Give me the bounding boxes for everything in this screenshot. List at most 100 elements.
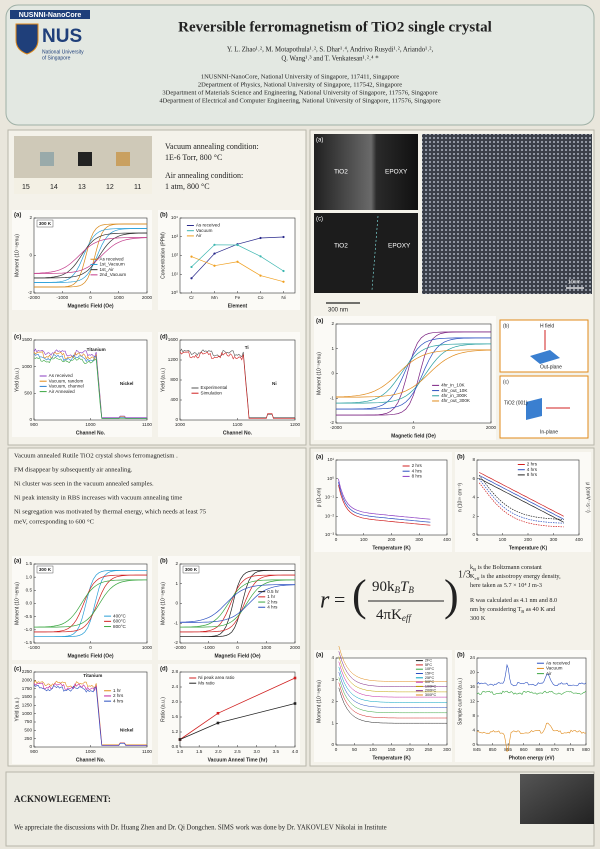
trace — [34, 237, 148, 274]
x-tick-label: 100 — [499, 537, 507, 542]
x-tick-label: 2000 — [290, 645, 301, 650]
y-tick-label: 1.5 — [26, 561, 33, 566]
equation: r = ( ) 90kBTB 4πKeff 1/3 — [320, 569, 471, 623]
annotation: Titanium — [83, 673, 102, 678]
y-tick-label: 2250 — [22, 669, 33, 674]
y-tick-label: 0 — [331, 742, 334, 747]
y-tick-label: 1.6 — [172, 714, 179, 719]
y-tick-label: 800 — [170, 377, 178, 382]
finding-text: Vacuum annealed Rutile TiO2 crystal show… — [14, 453, 178, 460]
slab — [526, 398, 542, 420]
x-tick-label: -2000 — [174, 645, 186, 650]
y-tick-label: -2 — [330, 420, 335, 425]
x-axis-label: Magnetic field (Oe) — [391, 433, 436, 439]
y-tick-label: 10⁻² — [325, 513, 335, 518]
y-tick-label: 10⁰ — [327, 476, 334, 481]
trace — [33, 348, 147, 418]
y-tick-label: 1600 — [168, 337, 179, 342]
plot-frame — [179, 339, 296, 421]
y-tick-label: 8 — [472, 713, 475, 718]
legend-label: 5FC — [425, 663, 432, 667]
tem-label: EPOXY — [388, 243, 411, 250]
y-axis-label: Moment (10⁻⁵emu) — [316, 680, 322, 723]
eq-part: 4πK — [376, 607, 402, 623]
trace — [34, 569, 147, 638]
plot: (a) Moment (10⁻⁵emu) Temperature (K) 0 50 100… — [314, 645, 452, 762]
x-tick-label: 0 — [236, 645, 239, 650]
plot-frame — [179, 563, 296, 644]
plot: (d) Ratio (a.u.) Vacuum Anneal Time (hr) 1.… — [158, 664, 300, 764]
legend-label: As received — [546, 660, 570, 665]
trace — [338, 672, 447, 708]
marker — [216, 711, 220, 715]
legend-label: 2 hrs — [267, 599, 278, 604]
trace — [336, 343, 491, 404]
note-part: R was calculated as 4.1 nm and 8.0 — [470, 597, 557, 604]
x-tick-label: 2000 — [142, 295, 153, 300]
y-tick-label: 16 — [470, 684, 476, 689]
panel-label: (c) — [14, 335, 21, 341]
y-tick-label: 10⁴ — [171, 215, 178, 220]
marker — [293, 676, 297, 680]
trace — [34, 579, 147, 628]
x-tick-label: 870 — [551, 747, 559, 752]
trace — [335, 349, 491, 398]
y-axis-label: Sample current (a.u.) — [457, 678, 463, 725]
x-tick-label: 300 — [415, 537, 423, 542]
x-tick-label: -1000 — [203, 645, 215, 650]
x-tick-label: 300 — [550, 537, 558, 542]
trace — [33, 679, 147, 746]
marker — [282, 280, 285, 283]
y-tick-label: 4 — [472, 728, 475, 733]
legend-label: 0.5 hr — [267, 589, 279, 594]
slab — [530, 350, 560, 364]
x-tick-label: 3.0 — [253, 749, 260, 754]
note-sub: B — [521, 609, 524, 614]
y-tick-label: 10³ — [171, 234, 178, 239]
y-tick-label: 10² — [171, 253, 178, 258]
x-tick-label: 200 — [524, 537, 532, 542]
ack-text: We appreciate the discussions with Dr. H… — [14, 825, 387, 832]
legend-label: Air — [546, 671, 552, 676]
plot-frame — [335, 459, 448, 536]
legend-label: 600°C — [113, 619, 127, 624]
schematic-label: (c) — [503, 379, 509, 385]
plot: (a) ρ (Ω-cm) Temperature (K) 0 100 200 300 400 1… — [314, 452, 452, 552]
y-tick-label: -1 — [174, 620, 179, 625]
x-tick-label: 1200 — [290, 422, 301, 427]
marker — [178, 738, 182, 741]
trace — [338, 682, 447, 719]
eq-lhs: r — [320, 588, 330, 614]
tag-box — [36, 565, 54, 574]
plot: (b) Moment (10⁻⁵emu) Magnetic Field (Oe) -2… — [158, 556, 301, 660]
y2-axis-label: μ (cm²V⁻¹s⁻¹) — [585, 482, 591, 513]
y-tick-label: 0 — [175, 601, 178, 606]
y-tick-label: 2 — [29, 215, 32, 220]
legend-label: 1 hr — [267, 594, 275, 599]
legend-label: Simulation — [201, 390, 223, 395]
trace — [338, 645, 447, 682]
acknowledgement-box — [5, 771, 595, 847]
marker — [282, 269, 285, 273]
y-tick-label: 0 — [472, 532, 475, 537]
panel-label: (a) — [14, 559, 21, 565]
y-tick-label: 2.4 — [172, 684, 179, 689]
x-tick-label: -2000 — [28, 295, 40, 300]
tag-box — [36, 219, 54, 228]
tem-label: (c) — [316, 217, 323, 223]
eq-sub: eff — [402, 613, 412, 623]
y-tick-label: 20 — [470, 670, 476, 675]
trace — [479, 472, 564, 517]
x-tick-label: 900 — [30, 749, 38, 754]
trace — [338, 484, 431, 526]
marker — [216, 721, 220, 725]
trace — [336, 337, 491, 410]
tag-box — [182, 565, 200, 574]
legend-label: 4 hrs — [113, 698, 124, 703]
x-tick-label: 4.0 — [292, 749, 299, 754]
logo-subtitle: of Singapore — [42, 55, 71, 61]
trace — [338, 661, 447, 698]
x-tick-label: 2.5 — [234, 749, 241, 754]
